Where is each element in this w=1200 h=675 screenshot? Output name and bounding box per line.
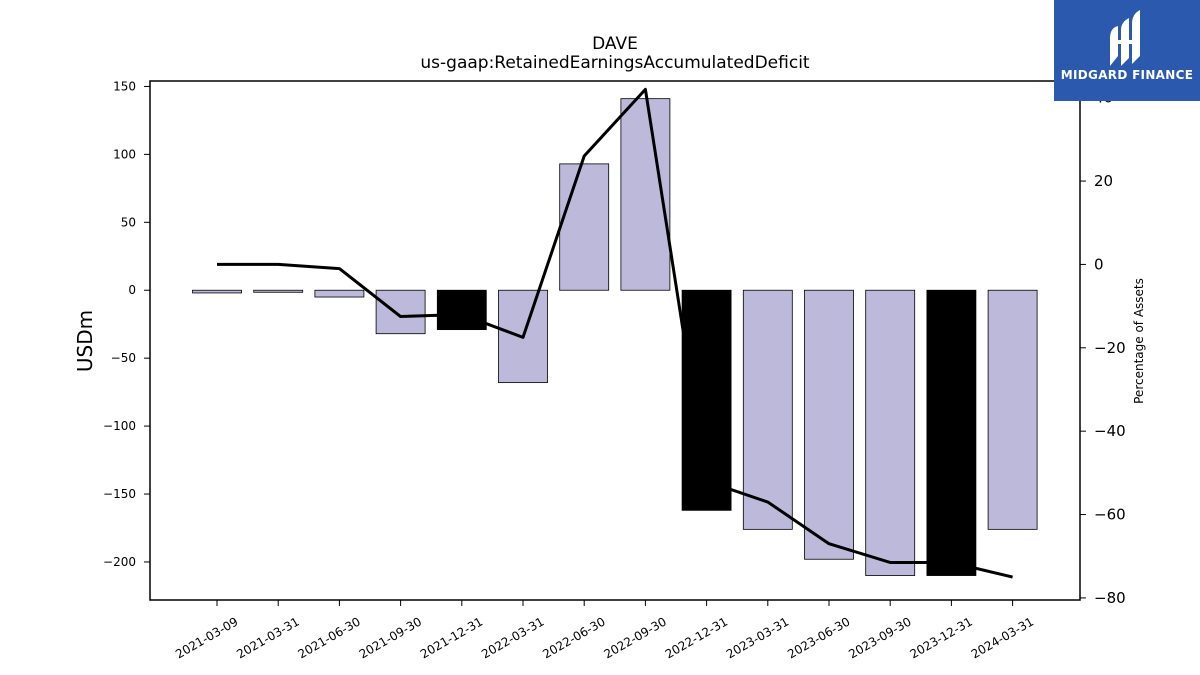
logo-text: MIDGARD FINANCE [1060,68,1194,82]
y2-tick-label: 0 [1094,255,1104,273]
x-tick-label: 2021-03-31 [234,614,301,661]
x-tick-label: 2021-06-30 [295,614,362,661]
x-tick-label: 2021-12-31 [418,614,485,661]
bar-2023-03-31 [742,289,793,530]
y2-axis-label: Percentage of Assets [1132,278,1146,404]
y2-tick-label: 20 [1094,172,1113,190]
y-tick-label: −150 [103,487,136,501]
bar-2022-12-31 [681,289,732,511]
y2-tick-label: −60 [1094,506,1126,524]
bar-2022-06-30 [559,163,610,291]
x-tick-label: 2022-09-30 [601,614,668,661]
y-tick-label: 150 [113,79,136,93]
chart-title: DAVE [592,34,638,54]
bar-2021-03-31 [253,289,304,293]
x-tick-label: 2023-03-31 [724,614,791,661]
plot-frame [149,80,1081,601]
x-tick-label: 2022-12-31 [663,614,730,661]
x-tick-label: 2022-06-30 [540,614,607,661]
bar-2021-03-09 [192,289,242,294]
x-tick-label: 2023-12-31 [907,614,974,661]
chart-subtitle: us-gaap:RetainedEarningsAccumulatedDefic… [420,53,810,73]
y-tick-label: −200 [103,555,136,569]
bar-2023-12-31 [926,289,977,576]
y-tick-label: 100 [113,147,136,161]
y-tick-label: −50 [111,351,136,365]
x-tick-label: 2021-03-09 [173,614,240,661]
y-tick-label: 0 [128,283,136,297]
bar-2021-06-30 [314,289,365,298]
bar-2024-03-31 [987,289,1038,530]
y2-tick-label: −20 [1094,339,1126,357]
y-tick-label: −100 [103,419,136,433]
x-tick-label: 2022-03-31 [479,614,546,661]
brand-logo: MIDGARD FINANCE [1054,0,1200,101]
y2-tick-label: −80 [1094,589,1126,607]
bar-2021-09-30 [375,289,426,335]
bar-2023-09-30 [865,289,916,576]
y-axis-label: USDm [73,310,97,372]
bar-2023-06-30 [804,289,854,560]
x-tick-label: 2023-06-30 [785,614,852,661]
x-tick-label: 2024-03-31 [969,614,1036,661]
y2-tick-label: −40 [1094,422,1126,440]
x-tick-label: 2023-09-30 [846,614,913,661]
logo-mark-icon [1110,10,1140,66]
x-tick-label: 2021-09-30 [357,614,424,661]
y-tick-label: 50 [121,215,136,229]
pct-assets-line [217,87,1013,579]
bar-2021-12-31 [436,289,487,331]
